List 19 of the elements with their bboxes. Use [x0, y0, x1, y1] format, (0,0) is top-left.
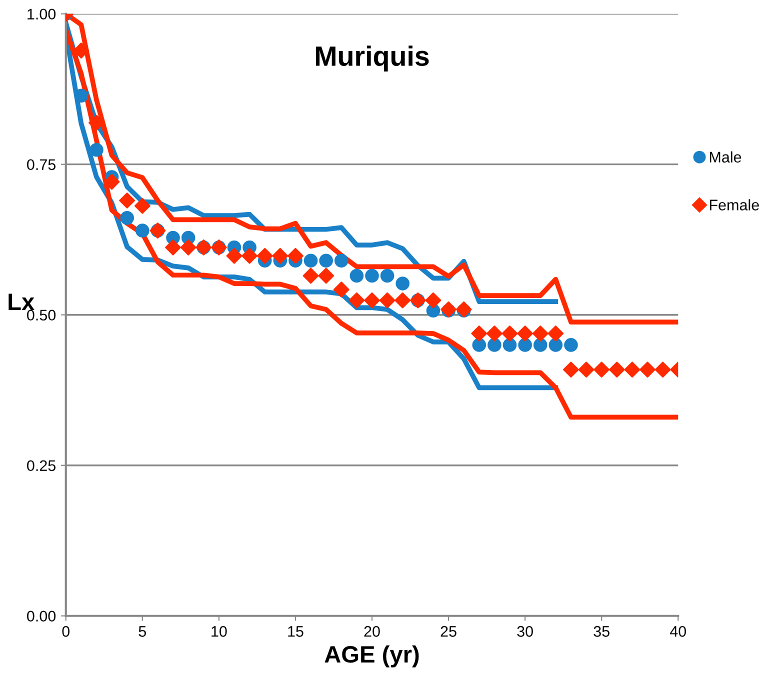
- x-tick-label: 10: [212, 626, 227, 637]
- y-tick-label: 1.00: [28, 8, 56, 20]
- x-tick-label: 15: [288, 626, 304, 637]
- x-tick-label: 40: [670, 626, 686, 637]
- y-tick-label: 0.25: [27, 460, 56, 472]
- y-tick-label: 0.50: [27, 310, 56, 321]
- x-tick-label: 30: [517, 626, 533, 637]
- x-tick-label: 0: [62, 626, 70, 637]
- x-tick-label: 20: [364, 626, 380, 637]
- x-axis-title: AGE (yr): [324, 645, 419, 668]
- legend-label: Female: [710, 199, 759, 210]
- x-tick-label: 5: [138, 626, 146, 637]
- y-tick-label: 0.00: [27, 610, 56, 622]
- x-tick-label: 35: [594, 626, 610, 637]
- text: Muriquis: [316, 46, 429, 72]
- x-tick-label: 25: [440, 626, 456, 637]
- y-axis-title: Lx: [8, 294, 34, 310]
- legend-label: Male: [710, 151, 742, 163]
- y-tick-label: 0.75: [27, 159, 56, 170]
